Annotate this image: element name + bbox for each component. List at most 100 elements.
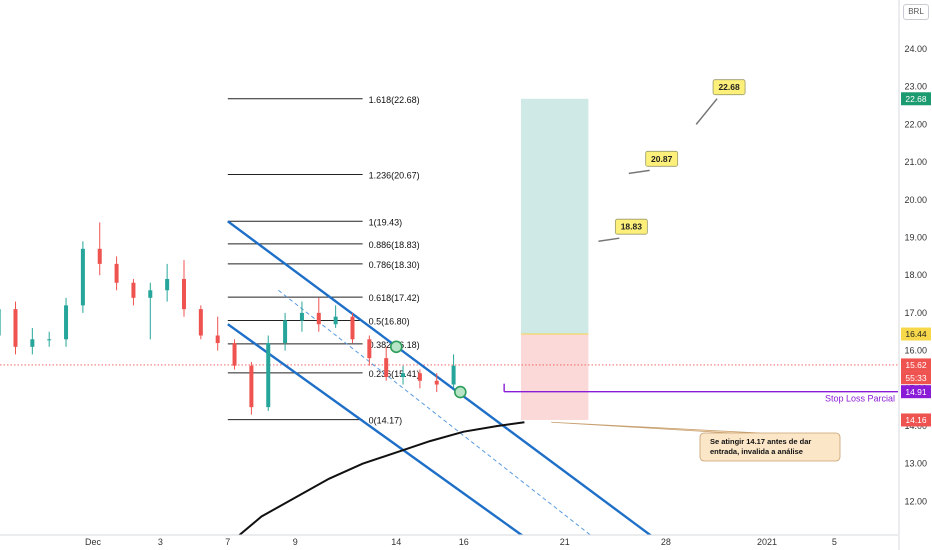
y-tick-label: 21.00: [904, 157, 927, 167]
candle: [97, 222, 102, 276]
candle: [47, 331, 52, 347]
x-tick-label: 21: [560, 537, 570, 547]
callout-box: [712, 79, 746, 96]
x-tick-label: 14: [391, 537, 401, 547]
y-tick-label: 24.00: [904, 44, 927, 54]
candle: [148, 282, 153, 340]
candle: [451, 354, 456, 389]
x-tick-label: Dec: [85, 537, 102, 547]
candle-body: [198, 309, 203, 336]
stop-zone: [520, 334, 589, 420]
x-tick-label: 7: [225, 537, 230, 547]
candle-body: [114, 263, 119, 283]
candle-body: [367, 339, 372, 359]
candle-body: [148, 290, 153, 298]
fib-level-label: 0.5(16.80): [369, 316, 410, 326]
y-tick-label: 19.00: [904, 233, 927, 243]
candle-body: [30, 339, 35, 347]
candle-body: [97, 248, 102, 264]
candle: [13, 301, 18, 355]
candle: [350, 312, 355, 344]
note-pointer: [551, 421, 761, 434]
candle: [367, 335, 372, 366]
callout-pointer: [695, 98, 718, 125]
x-tick-label: 28: [661, 537, 671, 547]
candle: [316, 297, 321, 332]
y-tick-label: 20.00: [904, 195, 927, 205]
candle-body: [80, 248, 85, 306]
candle-body: [417, 373, 422, 381]
callout-label: 20.87: [651, 154, 673, 164]
candle-body: [451, 365, 456, 385]
y-tick-label: 17.00: [904, 308, 927, 318]
candle-body: [249, 365, 254, 408]
candle: [0, 309, 1, 336]
candle-body: [64, 305, 69, 340]
candle: [181, 260, 186, 317]
candle: [165, 263, 170, 302]
callout-pointer: [628, 169, 650, 175]
callout-box: [645, 150, 679, 167]
marker-circle: [389, 340, 403, 354]
price-tag-label: 14.91: [905, 387, 927, 397]
note-box: [699, 432, 841, 462]
candle: [299, 301, 304, 332]
candle-body: [47, 339, 52, 341]
candle: [198, 305, 203, 340]
candle: [80, 241, 85, 313]
candle-body: [283, 320, 288, 344]
x-tick-label: 16: [459, 537, 469, 547]
candle-body: [333, 316, 338, 325]
candle-body: [181, 278, 186, 310]
candle-body: [0, 309, 1, 336]
price-tag-label: 22.68: [905, 94, 927, 104]
stop-loss-partial-label: Stop Loss Parcial: [825, 394, 895, 404]
candle: [417, 369, 422, 389]
price-tag-bg: [901, 371, 931, 385]
note-line: Se atingir 14.17 antes de dar: [710, 437, 811, 446]
candle-body: [299, 312, 304, 321]
fib-level-label: 0(14.17): [369, 416, 403, 426]
currency-button[interactable]: BRL: [903, 4, 929, 20]
y-tick-label: 18.00: [904, 270, 927, 280]
candle-body: [384, 358, 389, 377]
candle-body: [401, 373, 406, 377]
fib-level-label: 0.236(15.41): [369, 369, 420, 379]
candle: [64, 297, 69, 347]
fib-level-label: 1.236(20.67): [369, 171, 420, 181]
x-tick-label: 9: [293, 537, 298, 547]
candle: [384, 346, 389, 381]
candle: [434, 373, 439, 393]
candle: [232, 339, 237, 370]
fib-level-label: 0.786(18.30): [369, 260, 420, 270]
y-tick-label: 12.00: [904, 496, 927, 506]
candle: [30, 327, 35, 355]
x-tick-label: 5: [832, 537, 837, 547]
y-tick-label: 23.00: [904, 82, 927, 92]
fib-level-label: 0.886(18.83): [369, 240, 420, 250]
channel-lower-line: [227, 323, 524, 535]
candle: [249, 361, 254, 415]
candle-body: [266, 343, 271, 408]
note-line: entrada, invalida a análise: [710, 447, 803, 456]
candle-body: [232, 343, 237, 366]
channel-mid-line: [278, 289, 592, 535]
fib-level-label: 1(19.43): [369, 217, 403, 227]
price-tag-bg: [901, 327, 931, 341]
callout-label: 18.83: [621, 222, 643, 232]
channel-upper-line: [227, 220, 653, 535]
price-tag-bg: [901, 92, 931, 106]
candle: [283, 312, 288, 351]
marker-circle: [454, 385, 467, 399]
price-tag-label: 55:33: [905, 373, 927, 383]
candle: [333, 305, 338, 328]
fib-level-label: 1.618(22.68): [369, 95, 420, 105]
x-tick-label: 2021: [757, 537, 777, 547]
y-tick-label: 22.00: [904, 119, 927, 129]
candle-body: [215, 335, 220, 344]
price-tag-label: 16.44: [905, 329, 927, 339]
candle: [215, 316, 220, 351]
candle: [114, 256, 119, 291]
price-tag-bg: [901, 358, 931, 372]
